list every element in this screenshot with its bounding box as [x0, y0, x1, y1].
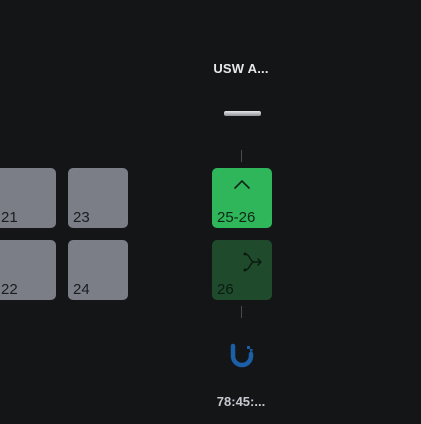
switch-device-icon[interactable] — [224, 111, 261, 116]
port-number: 22 — [1, 281, 18, 298]
ubiquiti-logo-icon[interactable] — [229, 342, 255, 368]
port-number: 24 — [73, 281, 90, 298]
chevron-up-icon — [212, 176, 272, 192]
port-26[interactable]: 26 — [212, 240, 272, 300]
port-23[interactable]: 23 — [68, 168, 128, 228]
port-number: 23 — [73, 209, 90, 226]
port-25-26[interactable]: 25-26 — [212, 168, 272, 228]
port-21[interactable]: 21 — [0, 168, 56, 228]
connector-line — [241, 150, 242, 162]
uplink-connector-line — [241, 306, 242, 318]
port-number: 21 — [1, 209, 18, 226]
device-name[interactable]: USW A... — [213, 61, 269, 76]
port-number: 26 — [217, 281, 234, 298]
split-arrow-icon — [212, 250, 272, 274]
port-24[interactable]: 24 — [68, 240, 128, 300]
port-number: 25-26 — [217, 209, 256, 226]
port-22[interactable]: 22 — [0, 240, 56, 300]
mac-address: 78:45:... — [216, 394, 266, 409]
